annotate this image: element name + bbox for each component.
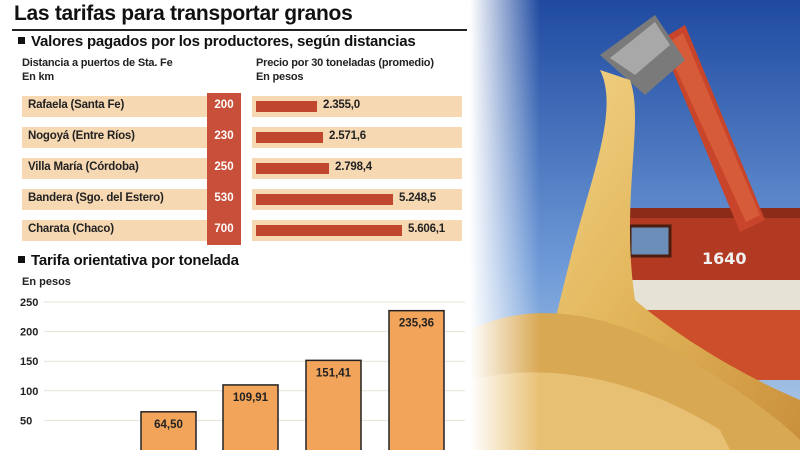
- bullet-square-icon: [18, 255, 25, 263]
- row-name-band: [22, 158, 207, 179]
- price-label: 2.798,4: [335, 161, 372, 173]
- km-value: 200: [214, 99, 234, 111]
- table-row: Rafaela (Santa Fe) 2.355,0: [22, 96, 462, 117]
- tariff-bar: [305, 359, 362, 450]
- section2-title: Tarifa orientativa por tonelada: [18, 252, 239, 269]
- row-name-band: [22, 96, 207, 117]
- headline-rule: [12, 29, 467, 31]
- distance-column-unit: En km: [22, 71, 55, 83]
- chart-data-labels: 64,50 109,91 151,41 235,36: [154, 318, 434, 431]
- row-name-band: [22, 220, 207, 241]
- price-bar: [256, 225, 402, 236]
- price-bar: [256, 132, 323, 143]
- price-bar: [256, 163, 329, 174]
- price-label: 2.355,0: [323, 99, 360, 111]
- row-place: Bandera (Sgo. del Estero): [28, 192, 164, 204]
- km-value: 230: [214, 130, 234, 142]
- row-place: Charata (Chaco): [28, 223, 114, 235]
- grain-harvester-illustration: 1640: [470, 0, 800, 450]
- price-bar: [256, 194, 393, 205]
- row-name-band: [22, 189, 207, 210]
- y-tick-label: 250: [20, 297, 38, 309]
- chart-bars: [140, 309, 445, 450]
- bullet-square-icon: [18, 36, 25, 44]
- row-name-band: [22, 127, 207, 148]
- bar-value-label: 64,50: [154, 419, 183, 431]
- tariff-bar: [140, 411, 197, 450]
- section1-title: Valores pagados por los productores, seg…: [18, 33, 416, 50]
- price-column-unit: En pesos: [256, 71, 304, 83]
- bar-value-label: 151,41: [316, 367, 352, 379]
- price-label: 5.248,5: [399, 192, 436, 204]
- grain-harvester-photo: 1640: [470, 0, 800, 450]
- price-bar: [256, 101, 317, 112]
- tariff-bar-chart: 50 100 150 200 250 64,50 109,91 151,41 235,36: [20, 297, 465, 450]
- section1-title-text: Valores pagados por los productores, seg…: [31, 33, 416, 50]
- section2-title-text: Tarifa orientativa por tonelada: [31, 252, 239, 269]
- y-tick-label: 150: [20, 356, 38, 368]
- km-value: 530: [214, 192, 234, 204]
- km-column: [207, 93, 241, 245]
- price-label: 2.571,6: [329, 130, 366, 142]
- km-value: 250: [214, 161, 234, 173]
- distance-column-header: Distancia a puertos de Sta. Fe En km: [22, 56, 173, 84]
- tariff-bar: [388, 309, 445, 450]
- bar-chart-unit: En pesos: [22, 276, 71, 288]
- tariff-bar: [222, 384, 279, 450]
- y-tick-label: 50: [20, 415, 32, 427]
- price-column-label: Precio por 30 toneladas (promedio): [256, 57, 434, 69]
- svg-text:1640: 1640: [702, 249, 747, 268]
- row-place: Villa María (Córdoba): [28, 161, 139, 173]
- row-place: Rafaela (Santa Fe): [28, 99, 125, 111]
- headline: Las tarifas para transportar granos: [14, 2, 353, 25]
- table-row: Villa María (Córdoba) 2.798,4: [22, 158, 462, 179]
- distance-column-label: Distancia a puertos de Sta. Fe: [22, 57, 173, 69]
- table-row: Nogoyá (Entre Ríos) 2.571,6: [22, 127, 462, 148]
- bar-value-label: 235,36: [399, 318, 434, 330]
- y-tick-label: 100: [20, 386, 38, 398]
- table-row: Charata (Chaco) 5.606,1: [22, 220, 462, 241]
- km-value: 700: [214, 223, 234, 235]
- chart-tick-labels: 50 100 150 200 250: [20, 297, 38, 427]
- bar-value-label: 109,91: [233, 392, 269, 404]
- price-label: 5.606,1: [408, 223, 445, 235]
- y-tick-label: 200: [20, 327, 38, 339]
- row-place: Nogoyá (Entre Ríos): [28, 130, 135, 142]
- table-row: Bandera (Sgo. del Estero) 5.248,5: [22, 189, 462, 210]
- price-column-header: Precio por 30 toneladas (promedio) En pe…: [256, 56, 434, 84]
- infographic-panel: Las tarifas para transportar granos Valo…: [12, 2, 467, 450]
